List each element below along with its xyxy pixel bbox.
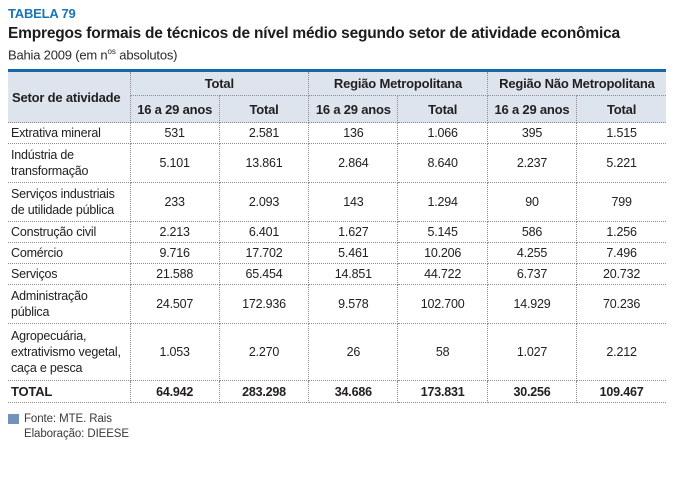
total-cell-value: 34.686 <box>308 380 399 404</box>
subtitle-prefix: Bahia 2009 (em n <box>8 47 108 63</box>
cell-value: 2.270 <box>218 323 310 382</box>
table-row: Serviços industriais de utilidade públic… <box>8 182 666 223</box>
subheader-total-total: Total <box>218 95 310 124</box>
cell-value: 2.864 <box>308 143 399 184</box>
cell-value: 14.851 <box>308 263 399 286</box>
subtitle-suffix: absolutos) <box>115 47 178 63</box>
cell-value: 2.093 <box>218 182 310 223</box>
cell-value: 21.588 <box>129 263 220 286</box>
table-row: Serviços 21.588 65.454 14.851 44.722 6.7… <box>8 263 666 286</box>
cell-value: 799 <box>576 182 666 223</box>
cell-value: 9.716 <box>129 242 220 265</box>
header-group-row: Setor de atividade Total Região Metropol… <box>8 72 666 124</box>
cell-value: 2.581 <box>218 122 310 145</box>
cell-value: 2.213 <box>129 221 220 244</box>
row-label: Administração pública <box>8 284 131 325</box>
table-row: Agropecuária, extrativismo vegetal, caça… <box>8 323 666 382</box>
cell-value: 2.237 <box>486 143 578 184</box>
column-group-total: Total <box>129 72 310 97</box>
source-text: Fonte: MTE. Rais <box>24 413 112 426</box>
cell-value: 5.221 <box>576 143 666 184</box>
subheader-rnm-16a29: 16 a 29 anos <box>486 95 578 124</box>
source-line: Fonte: MTE. Rais <box>8 412 700 426</box>
cell-value: 44.722 <box>397 263 488 286</box>
row-label: Extrativa mineral <box>8 122 131 145</box>
total-cell-value: 173.831 <box>397 380 488 404</box>
cell-value: 1.627 <box>308 221 399 244</box>
table-row: Extrativa mineral 531 2.581 136 1.066 39… <box>8 122 666 145</box>
cell-value: 233 <box>129 182 220 223</box>
cell-value: 1.053 <box>129 323 220 382</box>
cell-value: 136 <box>308 122 399 145</box>
cell-value: 8.640 <box>397 143 488 184</box>
row-label: Construção civil <box>8 221 131 244</box>
subheader-rm-total: Total <box>397 95 488 124</box>
row-label: Agropecuária, extrativismo vegetal, caça… <box>8 323 131 382</box>
row-label: Serviços industriais de utilidade públic… <box>8 182 131 223</box>
cell-value: 10.206 <box>397 242 488 265</box>
cell-value: 4.255 <box>486 242 578 265</box>
table-row: Construção civil 2.213 6.401 1.627 5.145… <box>8 221 666 244</box>
elaboration-text: Elaboração: DIEESE <box>24 428 129 441</box>
column-header-sector: Setor de atividade <box>8 72 131 124</box>
cell-value: 2.212 <box>576 323 666 382</box>
total-cell-value: 283.298 <box>218 380 310 404</box>
total-cell-value: 30.256 <box>486 380 578 404</box>
cell-value: 65.454 <box>218 263 310 286</box>
table-row: Administração pública 24.507 172.936 9.5… <box>8 284 666 325</box>
cell-value: 1.515 <box>576 122 666 145</box>
page-title: Empregos formais de técnicos de nível mé… <box>8 25 620 42</box>
total-cell-value: 109.467 <box>576 380 666 404</box>
column-group-metropolitan: Região Metropolitana <box>308 72 488 97</box>
cell-value: 5.145 <box>397 221 488 244</box>
row-label: Comércio <box>8 242 131 265</box>
table-footer: Fonte: MTE. Rais Elaboração: DIEESE <box>8 412 700 441</box>
cell-value: 5.461 <box>308 242 399 265</box>
cell-value: 9.578 <box>308 284 399 325</box>
row-label: Indústria de transformação <box>8 143 131 184</box>
cell-value: 586 <box>486 221 578 244</box>
cell-value: 172.936 <box>218 284 310 325</box>
table-row: Indústria de transformação 5.101 13.861 … <box>8 143 666 184</box>
cell-value: 1.294 <box>397 182 488 223</box>
title-divider-rule <box>8 69 666 73</box>
cell-value: 24.507 <box>129 284 220 325</box>
cell-value: 6.737 <box>486 263 578 286</box>
cell-value: 26 <box>308 323 399 382</box>
column-group-non-metropolitan: Região Não Metropolitana <box>486 72 666 97</box>
cell-value: 13.861 <box>218 143 310 184</box>
total-row-label: TOTAL <box>8 380 131 404</box>
cell-value: 90 <box>486 182 578 223</box>
subheader-rnm-total: Total <box>576 95 666 124</box>
cell-value: 531 <box>129 122 220 145</box>
cell-value: 14.929 <box>486 284 578 325</box>
cell-value: 17.702 <box>218 242 310 265</box>
cell-value: 102.700 <box>397 284 488 325</box>
cell-value: 143 <box>308 182 399 223</box>
cell-value: 1.066 <box>397 122 488 145</box>
cell-value: 5.101 <box>129 143 220 184</box>
cell-value: 7.496 <box>576 242 666 265</box>
table-number-label: TABELA 79 <box>8 6 76 21</box>
subtitle-superscript: os <box>107 47 116 56</box>
footnote-square-icon <box>8 414 19 425</box>
header-sub-row: 16 a 29 anos Total 16 a 29 anos Total 16… <box>8 95 666 124</box>
cell-value: 395 <box>486 122 578 145</box>
data-table: Setor de atividade Total Região Metropol… <box>8 72 666 404</box>
total-cell-value: 64.942 <box>129 380 220 404</box>
subheader-total-16a29: 16 a 29 anos <box>130 95 220 124</box>
table-total-row: TOTAL 64.942 283.298 34.686 173.831 30.2… <box>8 380 666 404</box>
cell-value: 20.732 <box>576 263 666 286</box>
table-row: Comércio 9.716 17.702 5.461 10.206 4.255… <box>8 242 666 265</box>
cell-value: 58 <box>397 323 488 382</box>
cell-value: 1.256 <box>576 221 666 244</box>
cell-value: 1.027 <box>486 323 578 382</box>
row-label: Serviços <box>8 263 131 286</box>
subheader-rm-16a29: 16 a 29 anos <box>308 95 399 124</box>
cell-value: 70.236 <box>576 284 666 325</box>
subtitle: Bahia 2009 (em nos absolutos) <box>8 44 700 63</box>
cell-value: 6.401 <box>218 221 310 244</box>
